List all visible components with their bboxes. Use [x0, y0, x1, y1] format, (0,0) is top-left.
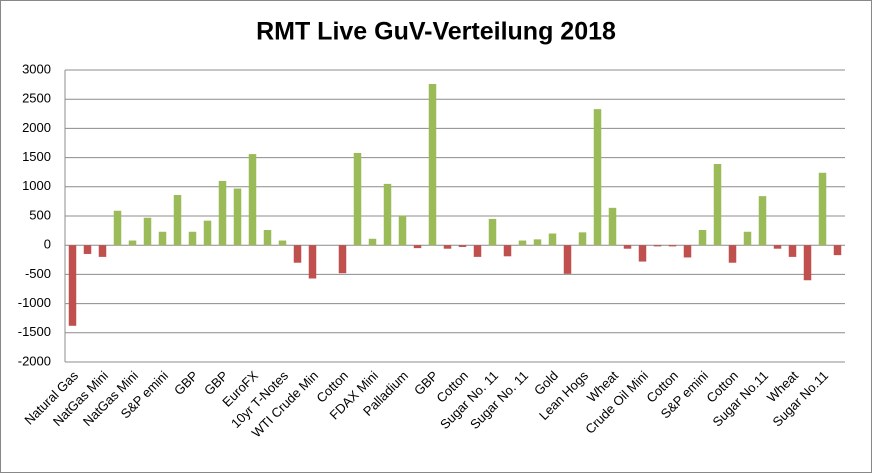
bar: [428, 84, 437, 246]
bar: [218, 180, 227, 246]
bar: [188, 231, 197, 246]
y-tick-label: 500: [29, 207, 51, 222]
bar: [263, 230, 272, 246]
y-tick-label: 1000: [22, 178, 51, 193]
bar: [233, 188, 242, 246]
bar: [203, 220, 212, 246]
bar: [68, 245, 77, 326]
bar: [533, 239, 542, 246]
bar: [338, 245, 347, 274]
bar: [833, 245, 842, 256]
bar: [83, 245, 92, 254]
bar: [248, 154, 257, 246]
bar: [443, 245, 452, 249]
bar: [743, 231, 752, 246]
bar: [158, 231, 167, 246]
bar: [653, 245, 662, 247]
chart-title: RMT Live GuV-Verteilung 2018: [256, 18, 616, 46]
y-tick-label: -1000: [18, 295, 51, 310]
bar: [98, 245, 107, 257]
y-tick-label: 2000: [22, 120, 51, 135]
bar: [758, 196, 767, 246]
y-tick-label: 2500: [22, 91, 51, 106]
bar: [293, 245, 302, 263]
bar: [638, 245, 647, 262]
bar: [518, 240, 527, 246]
bar: [308, 245, 317, 279]
y-tick-label: 0: [44, 237, 51, 252]
bar: [698, 230, 707, 246]
bar: [398, 215, 407, 246]
bar: [458, 245, 467, 247]
y-tick-label: -2000: [18, 353, 51, 368]
bar: [173, 194, 182, 246]
bar: [728, 245, 737, 263]
bar: [608, 207, 617, 246]
bar: [473, 245, 482, 257]
bar: [503, 245, 512, 257]
bar: [623, 245, 632, 249]
bar: [668, 245, 677, 247]
bar: [488, 218, 497, 246]
bar: [353, 152, 362, 246]
bar: [143, 217, 152, 246]
y-tick-label: 3000: [22, 61, 51, 76]
bar: [803, 245, 812, 281]
bar: [413, 245, 422, 249]
bar: [563, 245, 572, 274]
y-tick-label: -1500: [18, 324, 51, 339]
bar: [578, 232, 587, 246]
bar: [773, 245, 782, 249]
bar: [683, 245, 692, 258]
y-tick-label: -500: [25, 266, 51, 281]
bar: [113, 210, 122, 246]
bar: [128, 240, 137, 246]
y-tick-label: 1500: [22, 149, 51, 164]
bar: [548, 233, 557, 246]
bar: [278, 240, 287, 246]
bar: [713, 164, 722, 246]
bar: [383, 183, 392, 246]
bar: [368, 238, 377, 246]
bar: [818, 172, 827, 246]
bar: [788, 245, 797, 257]
bar: [593, 109, 602, 246]
